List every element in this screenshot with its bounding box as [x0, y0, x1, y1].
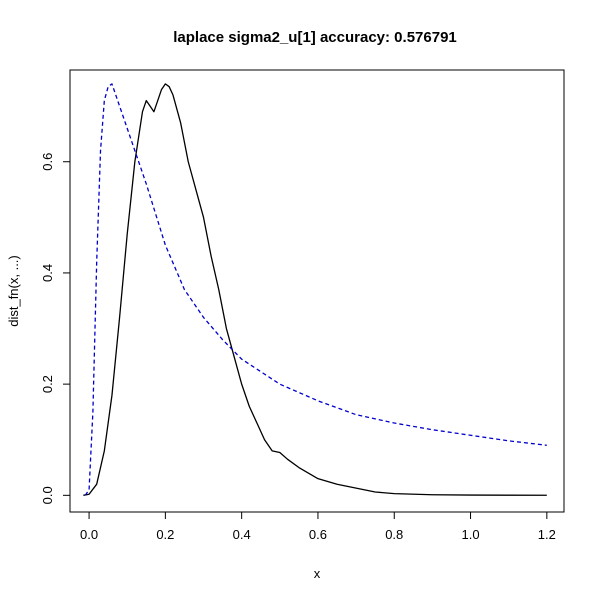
x-tick-label: 1.0 — [462, 527, 480, 542]
x-tick-label: 1.2 — [538, 527, 556, 542]
x-tick-label: 0.2 — [156, 527, 174, 542]
y-tick-label: 0.4 — [40, 264, 55, 282]
plot-frame — [69, 69, 565, 513]
chart-title: laplace sigma2_u[1] accuracy: 0.576791 — [173, 29, 457, 46]
y-tick-label: 0.6 — [40, 153, 55, 171]
y-axis-label: dist_fn(x, ...) — [6, 255, 21, 327]
x-axis: 0.0 0.2 0.4 0.6 0.8 1.0 1.2 — [80, 511, 556, 542]
y-tick-label: 0.2 — [40, 375, 55, 393]
x-axis-label: x — [314, 566, 321, 581]
x-tick-label: 0.4 — [233, 527, 251, 542]
series-layer — [83, 83, 547, 496]
series-line-1 — [84, 83, 547, 496]
x-tick-label: 0.8 — [385, 527, 403, 542]
x-tick-label: 0.6 — [309, 527, 327, 542]
y-axis: 0.0 0.2 0.4 0.6 — [40, 153, 71, 504]
y-tick-label: 0.0 — [40, 486, 55, 504]
x-tick-label: 0.0 — [80, 527, 98, 542]
series-line-0 — [83, 83, 547, 496]
